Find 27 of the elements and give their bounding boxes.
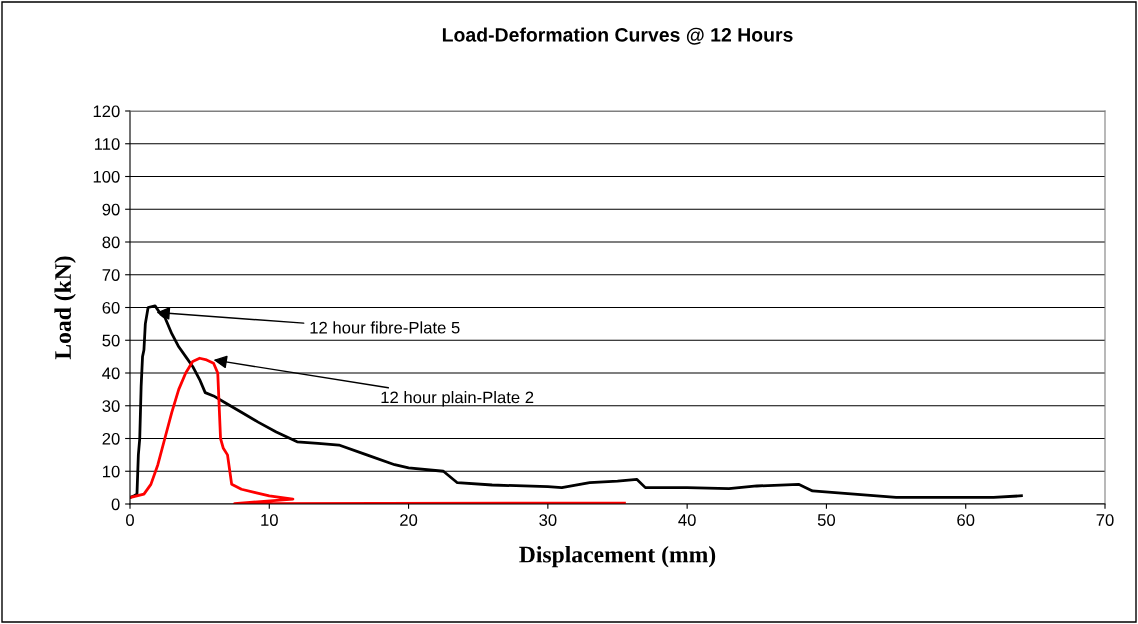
x-tick-label: 20 <box>400 514 418 526</box>
y-tick-label: 40 <box>102 367 120 380</box>
y-tick-label: 70 <box>102 269 120 281</box>
x-tick-label: 0 <box>126 514 134 526</box>
x-tick-label: 40 <box>678 514 696 526</box>
chart-title: Load-Deformation Curves @ 12 Hours <box>442 27 793 45</box>
y-tick-label: 20 <box>102 432 120 445</box>
y-tick-label: 50 <box>102 334 120 347</box>
y-tick-label: 120 <box>93 105 120 118</box>
y-tick-label: 80 <box>102 236 120 249</box>
y-axis-title: Load (kN) <box>54 256 76 360</box>
x-tick-label: 30 <box>539 514 557 526</box>
y-tick-label: 100 <box>93 170 120 183</box>
y-tick-label: 10 <box>103 465 120 478</box>
y-tick-label: 60 <box>102 301 120 314</box>
y-tick-label: 90 <box>102 203 120 216</box>
x-tick-label: 60 <box>957 514 975 526</box>
annotation: 12 hour plain-Plate 2 <box>381 391 534 407</box>
x-tick-label: 50 <box>817 514 836 526</box>
y-tick-label: 110 <box>94 138 120 150</box>
y-tick-label: 30 <box>102 400 120 412</box>
y-tick-label: 0 <box>111 498 120 511</box>
x-tick-label: 70 <box>1096 514 1114 526</box>
line-series <box>130 356 626 504</box>
annotation: 12 hour fibre-Plate 5 <box>310 321 460 334</box>
x-tick-label: 10 <box>261 514 278 526</box>
x-axis-title: Displacement (mm) <box>519 545 716 568</box>
